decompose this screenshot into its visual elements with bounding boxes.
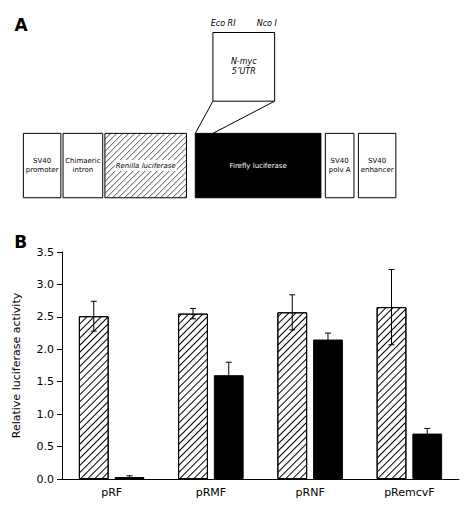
svg-text:pRNF: pRNF — [296, 486, 325, 499]
svg-text:2.5: 2.5 — [37, 310, 55, 323]
svg-text:2.0: 2.0 — [37, 343, 55, 356]
svg-text:1.5: 1.5 — [37, 375, 55, 388]
svg-text:Firefly luciferase: Firefly luciferase — [229, 162, 286, 170]
svg-text:pRMF: pRMF — [196, 486, 226, 499]
svg-text:polv A: polv A — [329, 166, 351, 174]
svg-text:Chimaeric: Chimaeric — [65, 157, 101, 165]
svg-text:5’UTR: 5’UTR — [232, 67, 256, 76]
svg-text:B: B — [14, 232, 27, 252]
svg-text:intron: intron — [73, 166, 94, 174]
svg-text:0.5: 0.5 — [37, 440, 55, 453]
svg-text:Nco I: Nco I — [257, 19, 278, 28]
svg-text:0.0: 0.0 — [37, 473, 55, 486]
svg-text:3.0: 3.0 — [37, 278, 55, 291]
svg-text:Renilla luciferase: Renilla luciferase — [116, 162, 176, 170]
svg-text:pRF: pRF — [101, 486, 122, 499]
svg-text:SV40: SV40 — [331, 157, 349, 165]
svg-text:A: A — [15, 15, 29, 35]
svg-text:enhancer: enhancer — [361, 166, 394, 174]
svg-text:1.0: 1.0 — [37, 408, 55, 421]
svg-text:3.5: 3.5 — [37, 246, 55, 259]
svg-text:Eco RI: Eco RI — [211, 19, 236, 28]
svg-text:Relative luciferase activity: Relative luciferase activity — [10, 292, 23, 438]
svg-text:N-myc: N-myc — [231, 57, 257, 66]
svg-text:SV40: SV40 — [368, 157, 386, 165]
svg-text:promoter: promoter — [26, 166, 59, 174]
svg-text:pRemcvF: pRemcvF — [384, 486, 435, 499]
svg-text:SV40: SV40 — [33, 157, 51, 165]
